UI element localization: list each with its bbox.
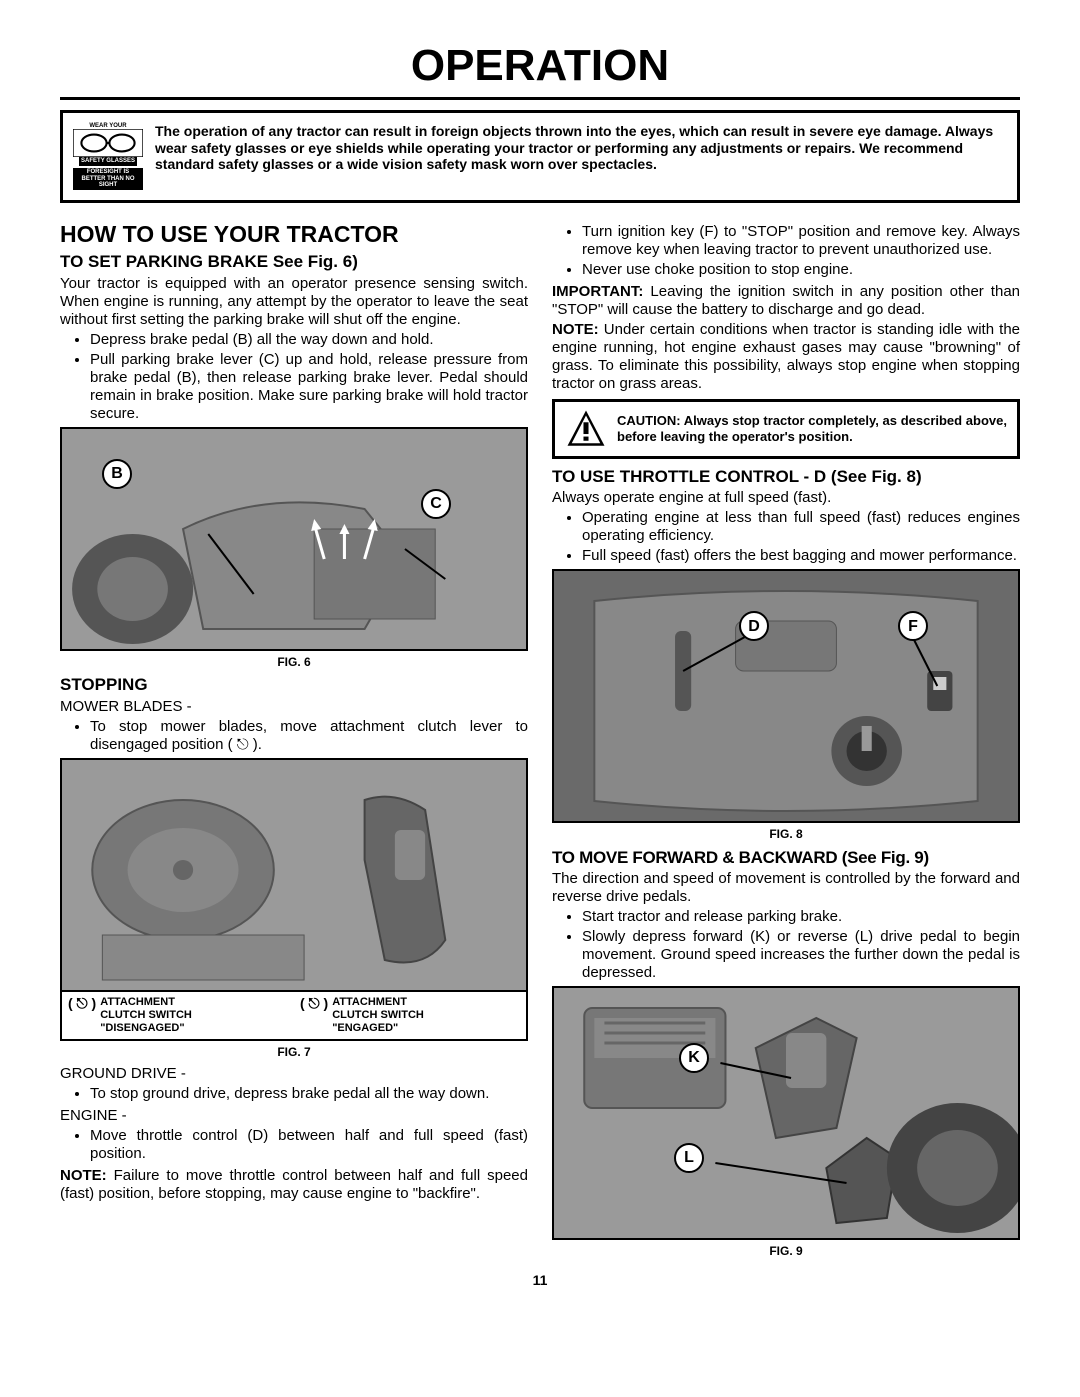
- fig8-caption: FIG. 8: [552, 827, 1020, 841]
- figure-7: ( ⎋ ) ATTACHMENT CLUTCH SWITCH "DISENGAG…: [60, 758, 528, 1042]
- icon-text-bottom: FORESIGHT IS BETTER THAN NO SIGHT: [73, 168, 143, 190]
- throttle-heading: TO USE THROTTLE CONTROL - D (See Fig. 8): [552, 467, 1020, 487]
- ground-drive-label: GROUND DRIVE -: [60, 1065, 528, 1083]
- note-bold: NOTE:: [60, 1167, 107, 1184]
- stopping-heading: STOPPING: [60, 675, 528, 695]
- throttle-intro: Always operate engine at full speed (fas…: [552, 489, 1020, 507]
- engine-note: NOTE: Failure to move throttle control b…: [60, 1167, 528, 1203]
- throttle-list: Operating engine at less than full speed…: [552, 509, 1020, 565]
- list-item: Depress brake pedal (B) all the way down…: [90, 331, 528, 349]
- caution-text: CAUTION: Always stop tractor completely,…: [617, 413, 1007, 444]
- move-intro: The direction and speed of movement is c…: [552, 870, 1020, 906]
- safety-warning-box: WEAR YOUR SAFETY GLASSES FORESIGHT IS BE…: [60, 110, 1020, 203]
- parking-brake-intro: Your tractor is equipped with an operato…: [60, 275, 528, 329]
- page-title: OPERATION: [60, 40, 1020, 100]
- engine-label: ENGINE -: [60, 1107, 528, 1125]
- move-list: Start tractor and release parking brake.…: [552, 908, 1020, 982]
- warning-text: The operation of any tractor can result …: [155, 123, 1007, 173]
- list-item: Slowly depress forward (K) or reverse (L…: [582, 928, 1020, 982]
- clutch-text: ATTACHMENT: [332, 996, 424, 1009]
- stop-engine-list: Turn ignition key (F) to "STOP" position…: [552, 223, 1020, 279]
- important-note: IMPORTANT: Leaving the ignition switch i…: [552, 283, 1020, 319]
- warning-triangle-icon: [565, 408, 607, 450]
- fig6-caption: FIG. 6: [60, 655, 528, 669]
- list-item: Never use choke position to stop engine.: [582, 261, 1020, 279]
- figure-6: B C: [60, 427, 528, 651]
- list-item: Full speed (fast) offers the best baggin…: [582, 547, 1020, 565]
- list-item: Move throttle control (D) between half a…: [90, 1127, 528, 1163]
- figure-9: K L: [552, 986, 1020, 1240]
- list-item: Turn ignition key (F) to "STOP" position…: [582, 223, 1020, 259]
- important-bold: IMPORTANT:: [552, 283, 643, 300]
- caution-bold: CAUTION:: [617, 413, 681, 428]
- fig8-illustration: [554, 571, 1018, 821]
- label-f: F: [898, 611, 928, 641]
- clutch-text: CLUTCH SWITCH: [332, 1009, 424, 1022]
- right-column: Turn ignition key (F) to "STOP" position…: [552, 221, 1020, 1265]
- clutch-labels-row: ( ⎋ ) ATTACHMENT CLUTCH SWITCH "DISENGAG…: [62, 990, 526, 1040]
- fig7-caption: FIG. 7: [60, 1045, 528, 1059]
- mower-blades-list: To stop mower blades, move attachment cl…: [60, 718, 528, 754]
- fig7-illustration: [62, 760, 526, 990]
- label-b: B: [102, 459, 132, 489]
- fig9-illustration: [554, 988, 1018, 1238]
- figure-8: D F: [552, 569, 1020, 823]
- clutch-icon: ( ⎋ ): [300, 996, 328, 1010]
- engine-list: Move throttle control (D) between half a…: [60, 1127, 528, 1163]
- fig9-caption: FIG. 9: [552, 1244, 1020, 1258]
- clutch-engaged: ( ⎋ ) ATTACHMENT CLUTCH SWITCH "ENGAGED": [294, 992, 526, 1040]
- ground-drive-list: To stop ground drive, depress brake peda…: [60, 1085, 528, 1103]
- list-item: Operating engine at less than full speed…: [582, 509, 1020, 545]
- parking-brake-list: Depress brake pedal (B) all the way down…: [60, 331, 528, 423]
- icon-text-mid: SAFETY GLASSES: [79, 157, 137, 166]
- label-l: L: [674, 1143, 704, 1173]
- clutch-text: "ENGAGED": [332, 1022, 424, 1035]
- browning-note: NOTE: Under certain conditions when trac…: [552, 321, 1020, 393]
- clutch-text: ATTACHMENT: [100, 996, 192, 1009]
- list-item: To stop ground drive, depress brake peda…: [90, 1085, 528, 1103]
- list-item: Pull parking brake lever (C) up and hold…: [90, 351, 528, 423]
- page-number: 11: [60, 1272, 1020, 1289]
- label-k: K: [679, 1043, 709, 1073]
- note-bold: NOTE:: [552, 321, 599, 338]
- icon-text-top: WEAR YOUR: [89, 123, 126, 130]
- clutch-icon: ( ⎋ ): [68, 996, 96, 1010]
- note-text: Failure to move throttle control between…: [60, 1167, 528, 1202]
- list-item: To stop mower blades, move attachment cl…: [90, 718, 528, 754]
- label-c: C: [421, 489, 451, 519]
- label-d: D: [739, 611, 769, 641]
- left-column: HOW TO USE YOUR TRACTOR TO SET PARKING B…: [60, 221, 528, 1265]
- glasses-icon: [73, 129, 143, 157]
- parking-brake-heading: TO SET PARKING BRAKE See Fig. 6): [60, 252, 528, 272]
- fig6-illustration: [62, 429, 526, 649]
- move-heading: TO MOVE FORWARD & BACKWARD (See Fig. 9): [552, 848, 1020, 868]
- clutch-text: "DISENGAGED": [100, 1022, 192, 1035]
- list-item: Start tractor and release parking brake.: [582, 908, 1020, 926]
- mower-blades-label: MOWER BLADES -: [60, 698, 528, 716]
- caution-box: CAUTION: Always stop tractor completely,…: [552, 399, 1020, 459]
- clutch-text: CLUTCH SWITCH: [100, 1009, 192, 1022]
- note-text: Under certain conditions when tractor is…: [552, 321, 1020, 392]
- safety-glasses-icon: WEAR YOUR SAFETY GLASSES FORESIGHT IS BE…: [73, 123, 143, 190]
- clutch-disengaged: ( ⎋ ) ATTACHMENT CLUTCH SWITCH "DISENGAG…: [62, 992, 294, 1040]
- how-to-use-heading: HOW TO USE YOUR TRACTOR: [60, 221, 528, 249]
